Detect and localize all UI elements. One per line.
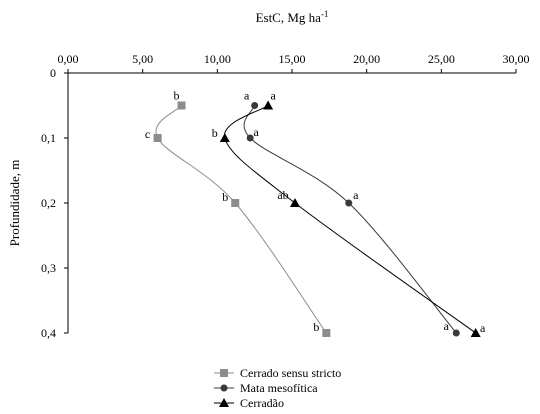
legend-label: Mata mesofítica [240, 381, 318, 395]
data-point-square [153, 134, 162, 142]
data-point-triangle [470, 328, 481, 337]
point-label: a [353, 188, 359, 202]
x-tick-label: 20,00 [353, 52, 380, 66]
x-tick-label: 30,00 [503, 52, 530, 66]
data-point-triangle [263, 100, 274, 110]
point-label: b [212, 126, 218, 140]
legend-marker-circle [220, 384, 228, 392]
data-point-circle [251, 102, 259, 109]
data-point-circle [452, 329, 460, 337]
y-tick-label: 0,2 [41, 196, 56, 210]
point-label: a [270, 89, 276, 103]
legend-marker-square [220, 369, 228, 377]
point-label: a [254, 125, 260, 139]
data-point-square [322, 329, 331, 337]
x-tick-label: 5,00 [132, 52, 153, 66]
point-label: a [244, 89, 250, 103]
legend-label: Cerradão [240, 396, 284, 410]
data-point-circle [345, 199, 353, 207]
data-point-square [231, 199, 240, 207]
x-tick-label: 0,00 [58, 52, 79, 66]
x-tick-label: 15,00 [279, 52, 306, 66]
axes: 0,00 5,00 10,00 15,00 20,00 25,00 30,00 0 0,1 0,2… [7, 9, 530, 340]
point-label: b [173, 89, 179, 103]
data-point-circle [246, 134, 254, 142]
series-line-square [155, 105, 327, 334]
point-label: ab [277, 188, 288, 202]
series-line-triangle [224, 105, 476, 334]
y-axis-title: Profundidade, m [7, 160, 22, 247]
x-tick-label: 10,00 [204, 52, 231, 66]
point-label: b [313, 320, 319, 334]
legend-marker-triangle [219, 398, 229, 407]
x-tick-label: 25,00 [428, 52, 455, 66]
point-label: c [145, 127, 150, 141]
y-tick-label: 0,3 [41, 261, 56, 275]
point-label: b [222, 190, 228, 204]
x-axis-title: EstC, Mg ha-1 [256, 9, 329, 25]
data-point-square [177, 101, 186, 110]
point-label: a [444, 319, 450, 333]
data-point-triangle [219, 133, 230, 142]
series-line-circle [243, 105, 457, 334]
y-tick-label: 0,4 [41, 326, 56, 340]
y-tick-label: 0 [50, 66, 56, 80]
y-tick-label: 0,1 [41, 131, 56, 145]
point-label: a [480, 321, 486, 335]
series-layer [153, 100, 481, 337]
legend-label: Cerrado sensu stricto [240, 366, 341, 380]
data-point-triangle [289, 198, 300, 207]
